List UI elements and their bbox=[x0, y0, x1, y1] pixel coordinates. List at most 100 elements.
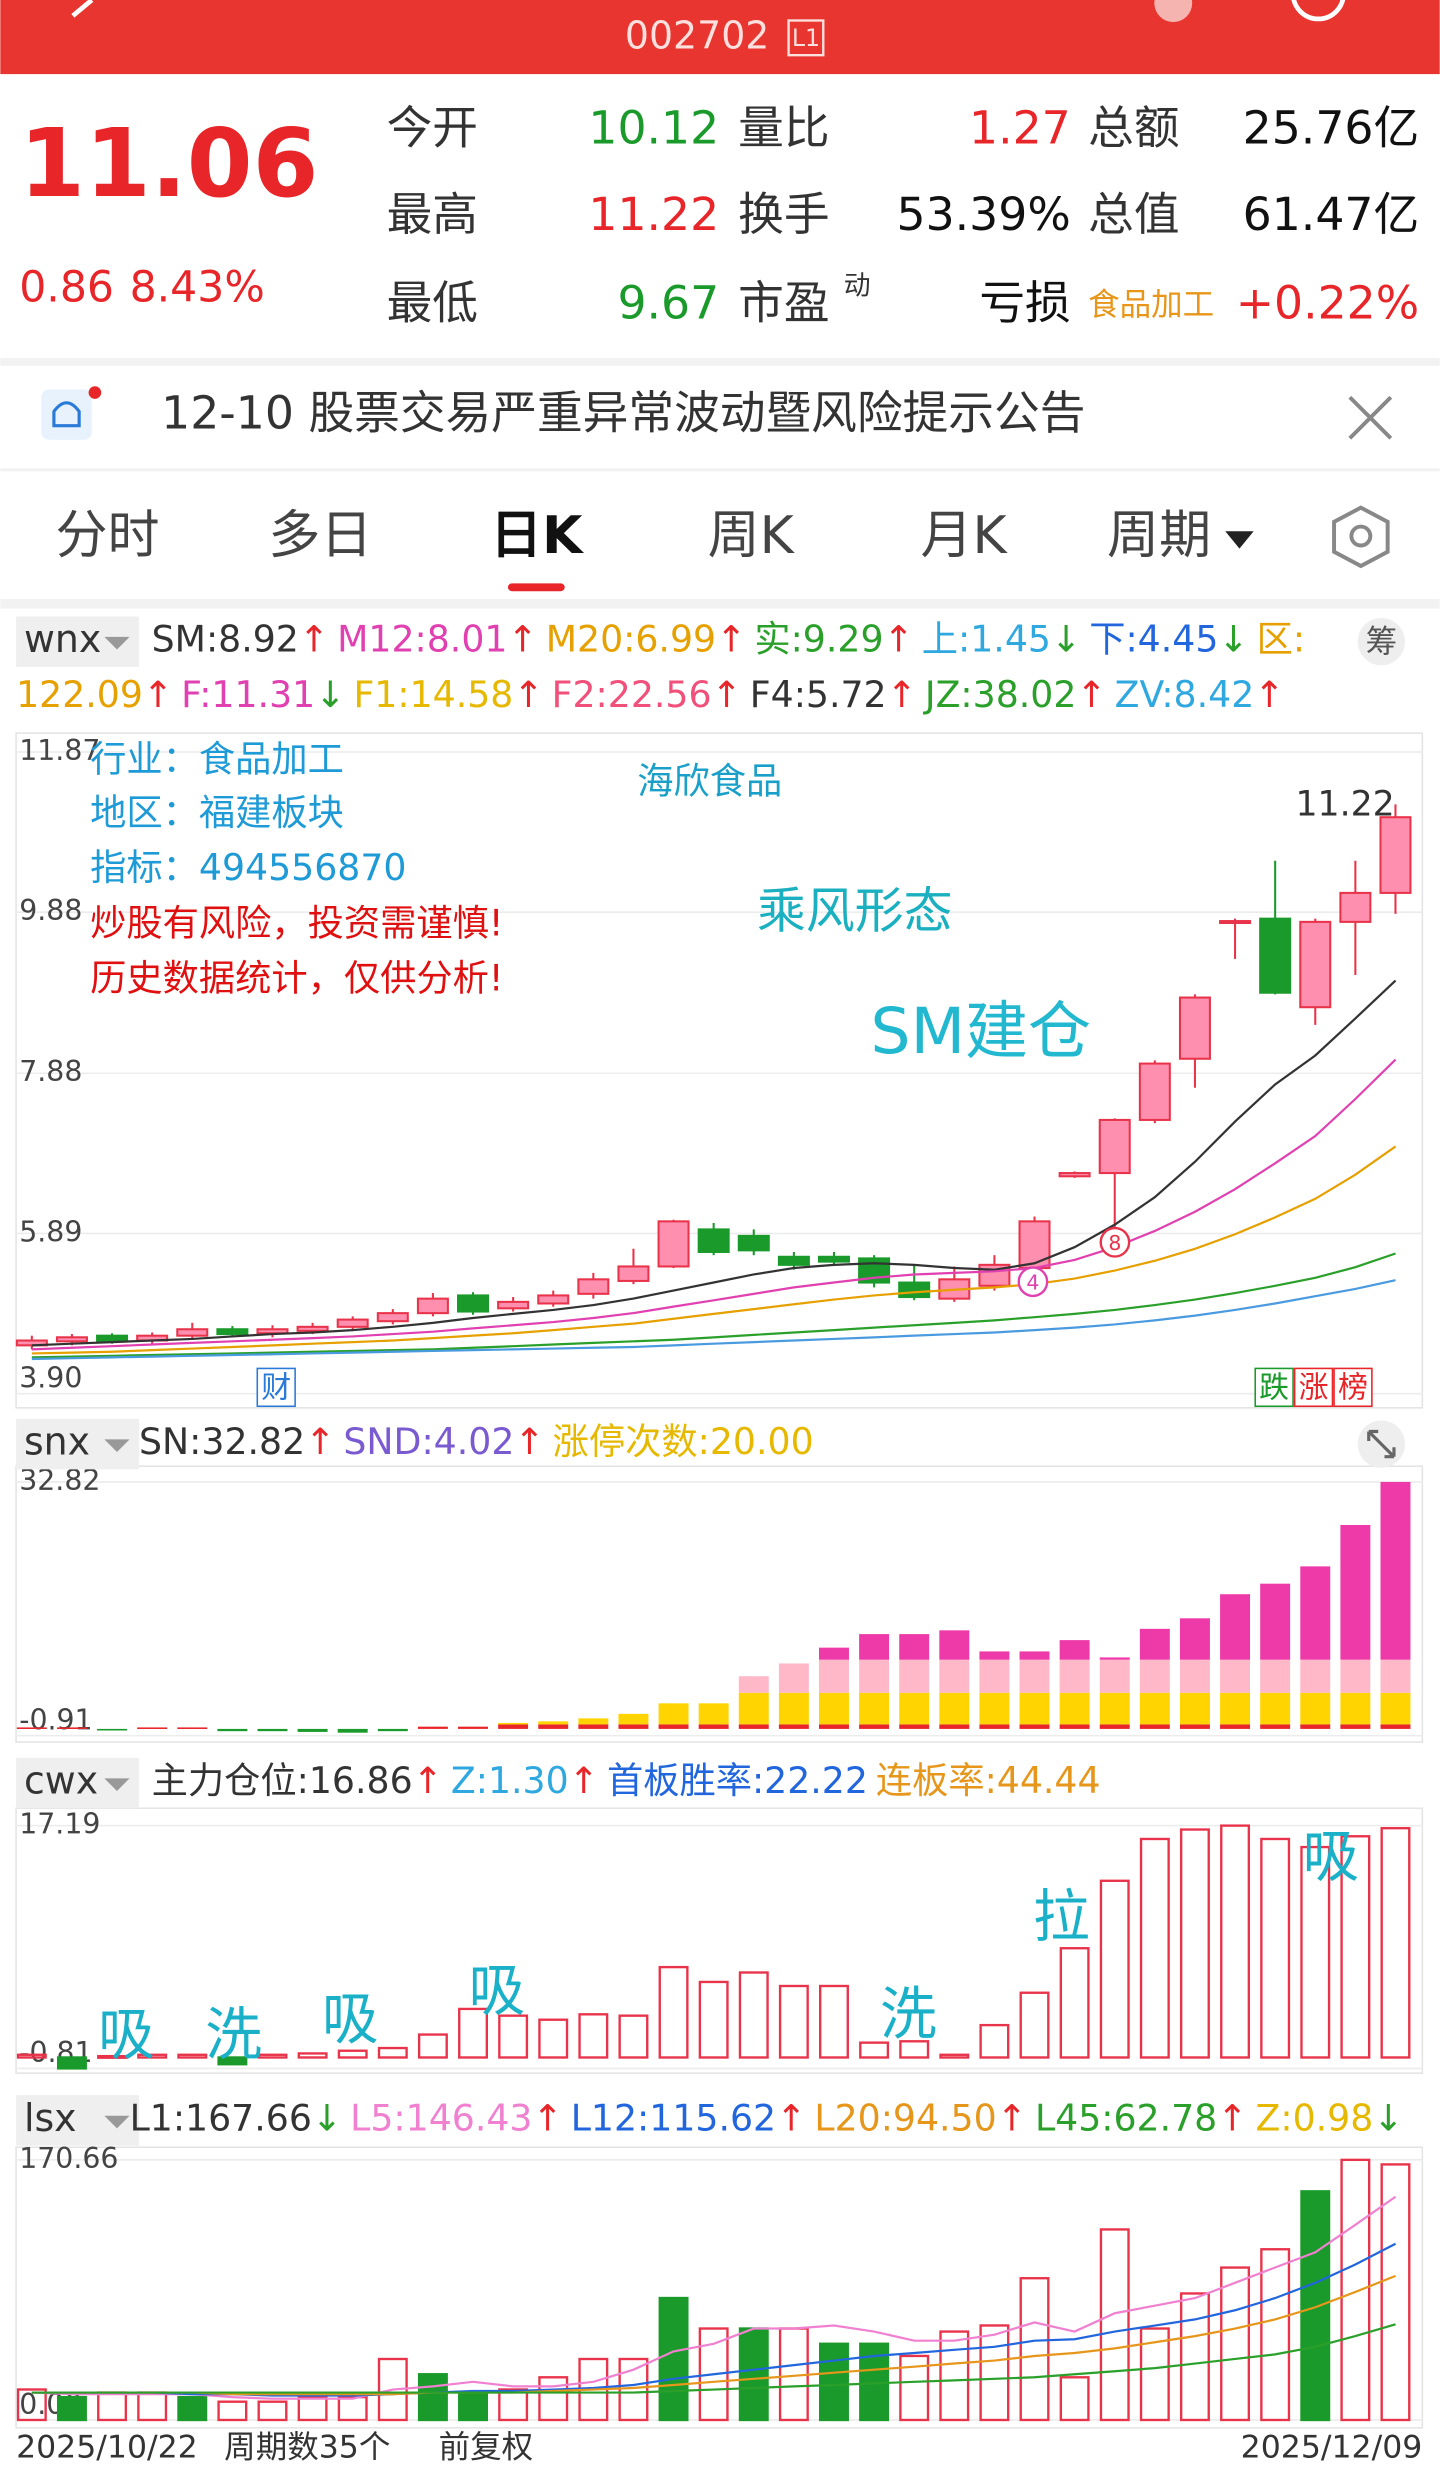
stacked-bar bbox=[819, 1692, 849, 1725]
tab[interactable]: 月K bbox=[921, 506, 1009, 566]
indicator-arrow: ↑ bbox=[305, 1420, 335, 1463]
badge[interactable]: 榜 bbox=[1338, 1370, 1368, 1405]
stacked-bar bbox=[899, 1659, 930, 1693]
quote-label: 总值 bbox=[1088, 188, 1179, 241]
panel-frames bbox=[15, 732, 1424, 2429]
bar bbox=[578, 2013, 609, 2059]
indicator-dropdown bbox=[104, 636, 130, 650]
chart-annotation: 海欣食品 bbox=[637, 760, 782, 803]
stacked-bar bbox=[177, 1727, 208, 1729]
period-dropdown[interactable] bbox=[1225, 531, 1254, 549]
indicator-value: ZV:8.42 bbox=[1115, 673, 1255, 716]
bar bbox=[738, 2327, 769, 2422]
notice-text[interactable]: 12-10 股票交易严重异常波动暨风险提示公告 bbox=[161, 387, 1085, 440]
y-tick-label: 9.88 bbox=[19, 894, 82, 927]
quote-value: 亏损 bbox=[979, 276, 1070, 329]
stacked-bar bbox=[1380, 1692, 1411, 1725]
indicator-value: 首板胜率:22.22 bbox=[607, 1759, 868, 1802]
candle-body bbox=[1299, 920, 1332, 1009]
stacked-bar bbox=[1380, 1724, 1411, 1729]
indicator-value: L20:94.50 bbox=[814, 2096, 996, 2139]
settings-icon-center bbox=[1349, 524, 1373, 548]
indicator-value: SN:32.82 bbox=[139, 1420, 305, 1463]
indicator-arrow: ↑ bbox=[887, 673, 917, 716]
indicator-name: cwx bbox=[24, 1759, 98, 1803]
bar bbox=[939, 2053, 970, 2059]
stacked-bar bbox=[819, 1647, 849, 1660]
bar bbox=[1260, 1837, 1291, 2059]
stacked-bar bbox=[859, 1692, 890, 1725]
badge[interactable]: 跌 bbox=[1259, 1370, 1289, 1405]
y-tick-label: -0.91 bbox=[19, 1704, 92, 1737]
notice-close[interactable] bbox=[1348, 395, 1393, 440]
bar bbox=[257, 2400, 288, 2422]
indicator-arrow: ↓ bbox=[312, 2096, 342, 2139]
stacked-bar bbox=[1179, 1618, 1210, 1660]
stacked-bar bbox=[778, 1692, 809, 1725]
bar bbox=[498, 2014, 529, 2059]
bar bbox=[297, 2052, 328, 2059]
tab[interactable]: 多日 bbox=[268, 506, 372, 566]
stacked-bar bbox=[1059, 1659, 1090, 1693]
tab[interactable]: 周K bbox=[708, 506, 796, 566]
settings-icon[interactable] bbox=[1332, 505, 1390, 569]
candle-body bbox=[216, 1328, 249, 1336]
indicator-arrow: ↑ bbox=[143, 673, 173, 716]
candle-body bbox=[1138, 1062, 1171, 1121]
badge[interactable]: 财 bbox=[261, 1370, 291, 1405]
divider bbox=[0, 357, 1440, 366]
bar bbox=[778, 1984, 809, 2059]
tab[interactable]: 分时 bbox=[56, 506, 160, 566]
chart-annotation: 吸 bbox=[322, 1986, 379, 2052]
side-button-bg[interactable] bbox=[1357, 618, 1406, 666]
divider bbox=[0, 599, 1440, 609]
indicator-values: SM:8.92↑ M12:8.01↑ M20:6.99↑ 实:9.29↑ 上:1.45↓… bbox=[152, 618, 1305, 661]
indicator-arrow: ↑ bbox=[1076, 673, 1106, 716]
badge[interactable]: 涨 bbox=[1299, 1370, 1329, 1405]
bar bbox=[738, 1971, 769, 2059]
quote-value: 1.27 bbox=[969, 101, 1071, 154]
indicator-value: 主力仓位:16.86 bbox=[152, 1759, 413, 1802]
stacked-bar bbox=[979, 1659, 1010, 1693]
candle-body bbox=[96, 1334, 129, 1343]
bar bbox=[658, 2296, 689, 2422]
avatar-icon[interactable] bbox=[1154, 0, 1193, 23]
bar bbox=[1179, 1828, 1210, 2059]
stacked-bar bbox=[1179, 1724, 1210, 1729]
stacked-bar bbox=[417, 1726, 448, 1729]
bar bbox=[698, 2327, 729, 2422]
bar bbox=[899, 2040, 930, 2059]
quote-label: 食品加工 bbox=[1088, 287, 1214, 323]
bar bbox=[538, 2376, 569, 2422]
stacked-bar bbox=[618, 1724, 649, 1729]
stacked-bar bbox=[979, 1724, 1010, 1729]
tab[interactable]: 日K bbox=[490, 506, 584, 566]
divider bbox=[0, 468, 1440, 472]
level-badge-box bbox=[787, 19, 825, 57]
search-icon[interactable] bbox=[1291, 0, 1346, 22]
y-tick-label: 32.82 bbox=[19, 1464, 100, 1497]
expand-button[interactable] bbox=[1357, 1420, 1406, 1468]
bar bbox=[819, 1984, 849, 2059]
footer-adjust[interactable]: 前复权 bbox=[439, 2429, 534, 2465]
candle-body bbox=[537, 1294, 570, 1305]
indicator-value: 连板率:44.44 bbox=[876, 1759, 1101, 1802]
indicator-value: JZ:38.02 bbox=[923, 673, 1077, 716]
indicator-arrow: ↑ bbox=[1254, 673, 1284, 716]
indicator-value: 涨停次数:20.00 bbox=[553, 1420, 814, 1463]
candle-body bbox=[1219, 920, 1252, 924]
indicator-arrow: ↑ bbox=[507, 618, 537, 661]
indicator-value: 区: bbox=[1257, 618, 1305, 661]
back-icon[interactable] bbox=[71, 0, 94, 18]
indicator-line bbox=[31, 1145, 1397, 1355]
candle-body bbox=[457, 1294, 490, 1313]
indicator-value: L45:62.78 bbox=[1035, 2096, 1217, 2139]
indicator-value: 122.09 bbox=[16, 673, 143, 716]
stacked-bar bbox=[1340, 1524, 1371, 1660]
bar bbox=[97, 2391, 128, 2422]
bar bbox=[417, 2033, 448, 2059]
stacked-bar bbox=[297, 1728, 328, 1732]
indicator-dropdown bbox=[104, 1778, 130, 1791]
tab[interactable]: 周期 bbox=[1107, 506, 1211, 566]
indicator-value: F2:22.56 bbox=[552, 673, 712, 716]
